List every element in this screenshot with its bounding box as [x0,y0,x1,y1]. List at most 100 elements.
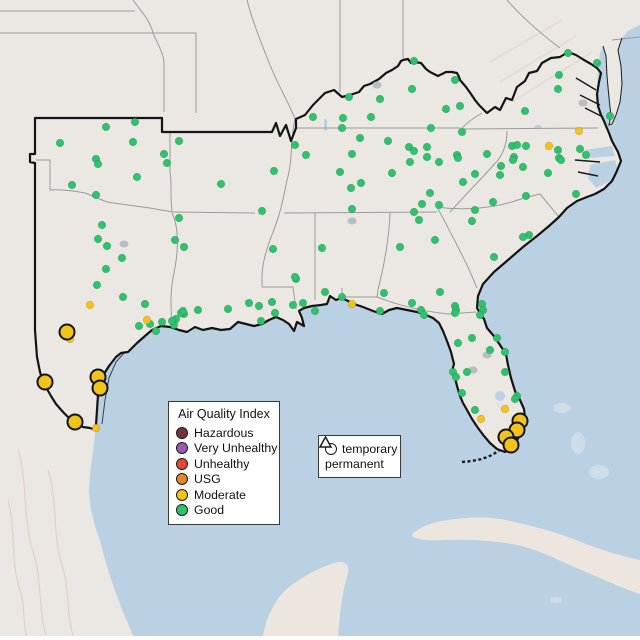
aqi-legend-label: Good [194,503,225,518]
station-marker-good [457,388,467,398]
station-marker-good [174,136,184,146]
station-marker-good [270,308,280,318]
station-marker-good [488,197,498,207]
station-marker-good [174,213,184,223]
station-marker-good [223,304,233,314]
station-marker-good [267,297,277,307]
station-marker-good [92,280,102,290]
urban-area-blob [119,240,129,248]
station-marker-good [467,333,477,343]
station-marker-good [132,172,142,182]
station-marker-good [298,298,308,308]
aqi-legend-label: USG [194,472,221,487]
type-legend-label: permanent [325,457,384,472]
station-marker-good [462,367,472,377]
station-marker-good [435,287,445,297]
station-marker-good [563,48,573,58]
station-marker-good [101,122,111,132]
station-marker-good [254,301,264,311]
type-legend-row-temporary: temporary [325,441,398,457]
station-marker-good [179,242,189,252]
florida-keys [461,448,501,464]
station-marker-good [554,70,564,80]
station-marker-good [301,150,311,160]
station-marker-good [118,292,128,302]
station-marker-good [575,144,585,154]
station-marker-moderate_small [347,299,357,309]
station-marker-good [553,145,563,155]
station-marker-good [347,204,357,214]
cuba-landmass [412,517,640,594]
urban-area-blob [578,99,588,107]
aqi-color-swatch [176,504,188,517]
station-marker-good [470,205,480,215]
campeche-landmass [262,562,349,640]
station-marker-good [510,394,520,404]
station-marker-good [453,153,463,163]
station-marker-good [455,101,465,111]
station-marker-good [407,84,417,94]
station-marker-good [512,140,522,150]
station-marker-good [288,300,298,310]
aqi-legend-label: Very Unhealthy [194,441,278,456]
type-legend-row-permanent: permanent [319,436,394,473]
station-marker-good [317,243,327,253]
station-marker-good [419,310,429,320]
type-legend-label: temporary [342,441,398,456]
station-marker-good [93,159,103,169]
station-marker-good [470,169,480,179]
station-marker-good [268,244,278,254]
station-marker-good [157,317,167,327]
station-marker-good [162,158,172,168]
station-marker-good [430,235,440,245]
station-marker-moderate_large [502,436,520,454]
station-marker-good [518,162,528,172]
station-marker-good [170,235,180,245]
station-marker-moderate_small [544,141,554,151]
station-marker-good [290,272,300,282]
station-marker-good [55,138,65,148]
station-marker-moderate_large [91,379,109,397]
aqi-legend-title: Air Quality Index [178,407,270,421]
station-marker-good [93,234,103,244]
station-marker-good [355,133,365,143]
urban-area-blob [347,217,357,225]
aqi-legend-row: Good [176,503,272,519]
station-marker-good [320,287,330,297]
station-marker-good [216,179,226,189]
aqi-legend: Air Quality Index Hazardous Very Unhealth… [168,401,280,525]
station-marker-good [395,242,405,252]
station-marker-good [269,166,279,176]
station-marker-moderate_small [500,404,510,414]
station-marker-good [159,149,169,159]
station-marker-moderate_small [85,300,95,310]
station-marker-good [453,338,463,348]
station-marker-good [151,326,161,336]
station-marker-good [457,127,467,137]
aqi-color-swatch [176,488,188,501]
station-marker-good [290,140,300,150]
station-marker-moderate_small [142,315,152,325]
station-marker-good [520,106,530,116]
urban-area-blob [372,81,382,89]
station-marker-moderate_small [476,414,486,424]
station-marker-good [450,308,460,318]
station-marker-good [556,155,566,165]
station-marker-good [458,177,468,187]
aqi-legend-row: Hazardous [176,425,272,441]
station-marker-good [346,183,356,193]
station-marker-good [409,207,419,217]
station-marker-good [335,167,345,177]
aqi-color-swatch [176,442,188,455]
station-marker-good [387,168,397,178]
station-marker-good [489,252,499,262]
aqi-legend-rows: Hazardous Very Unhealthy Unhealthy USG Moder… [176,425,277,519]
station-marker-good [518,232,528,242]
station-marker-good [308,112,318,122]
station-marker-good [434,157,444,167]
station-marker-good [140,299,150,309]
station-marker-good [409,146,419,156]
padre-island-barrier [101,352,125,425]
